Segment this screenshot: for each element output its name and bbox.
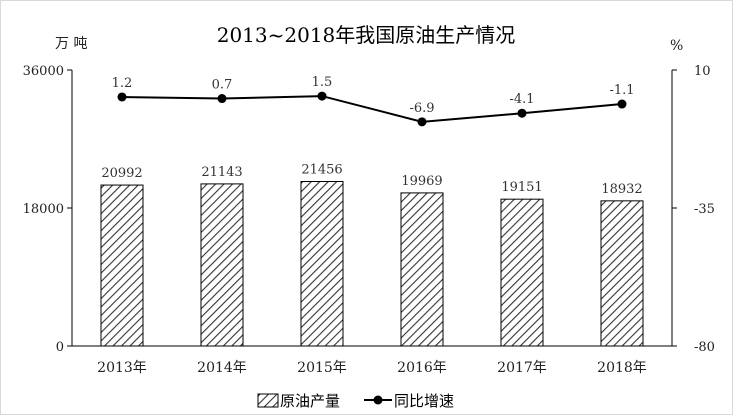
line-point bbox=[217, 94, 227, 104]
line-point bbox=[117, 92, 127, 102]
category-label: 2017年 bbox=[497, 360, 547, 376]
bar bbox=[300, 181, 344, 347]
bar bbox=[600, 200, 644, 347]
bar bbox=[100, 184, 144, 347]
line-value-label: -1.1 bbox=[609, 83, 634, 98]
bar bbox=[500, 198, 544, 347]
category-label: 2015年 bbox=[297, 360, 347, 376]
legend-line-marker bbox=[373, 395, 383, 405]
left-tick-label: 0 bbox=[56, 340, 64, 355]
bar-series bbox=[100, 181, 644, 347]
category-label: 2018年 bbox=[597, 360, 647, 376]
line-value-label: 1.2 bbox=[112, 76, 133, 91]
line-value-label: -6.9 bbox=[409, 101, 434, 116]
axes: 0 18000 36000 -80 -35 10 2013年 2014年 2015年 2016年 2… bbox=[23, 64, 715, 376]
right-tick-label: 10 bbox=[694, 64, 711, 79]
legend-line-label: 同比增速 bbox=[394, 392, 454, 410]
bar-value-label: 19969 bbox=[401, 174, 442, 189]
line-path bbox=[121, 95, 623, 123]
line-point bbox=[617, 99, 627, 109]
line-point bbox=[417, 117, 427, 127]
category-label: 2013年 bbox=[97, 360, 147, 376]
bar bbox=[200, 183, 244, 347]
left-tick-label: 18000 bbox=[23, 202, 64, 217]
line-value-label: 1.5 bbox=[312, 75, 333, 90]
left-tick-label: 36000 bbox=[23, 64, 64, 79]
data-labels: 20992 21143 21456 19969 19151 18932 1.2 0.7 1.5 -… bbox=[101, 75, 642, 197]
line-point bbox=[517, 108, 527, 118]
line-value-label: -4.1 bbox=[509, 92, 534, 107]
bar-value-label: 18932 bbox=[601, 182, 642, 197]
right-tick-label: -35 bbox=[694, 202, 715, 217]
line-point bbox=[317, 91, 327, 101]
line-value-label: 0.7 bbox=[212, 78, 233, 93]
right-axis-unit: % bbox=[670, 38, 683, 54]
legend: 原油产量 同比增速 bbox=[257, 392, 454, 410]
category-label: 2016年 bbox=[397, 360, 447, 376]
bar-value-label: 21456 bbox=[301, 163, 342, 178]
left-axis-unit: 万 吨 bbox=[55, 36, 87, 52]
line-series bbox=[117, 91, 627, 127]
legend-bar-label: 原油产量 bbox=[280, 392, 340, 410]
bar-value-label: 21143 bbox=[201, 165, 242, 180]
bar bbox=[400, 192, 444, 347]
bar-value-label: 20992 bbox=[101, 166, 142, 181]
bar-value-label: 19151 bbox=[501, 180, 542, 195]
right-tick-label: -80 bbox=[694, 340, 715, 355]
legend-bar-swatch bbox=[257, 393, 279, 408]
chart-title: 2013~2018年我国原油生产情况 bbox=[217, 23, 516, 47]
category-label: 2014年 bbox=[197, 360, 247, 376]
